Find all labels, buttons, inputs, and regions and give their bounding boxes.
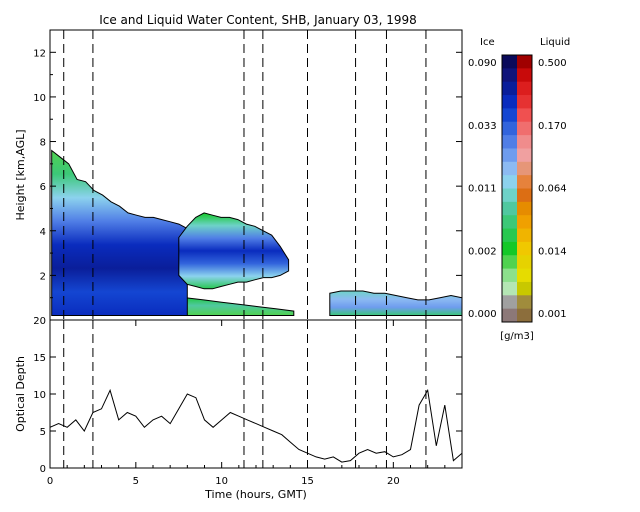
cloud-regions	[51, 149, 462, 316]
colorbar-liquid-swatch	[517, 281, 532, 296]
bottom-x-axis-label: Time (hours, GMT)	[204, 488, 307, 501]
colorbar-liquid-tick: 0.064	[538, 184, 567, 195]
colorbar-liquid-label: Liquid	[540, 37, 570, 48]
bottom-y-tick-label: 20	[33, 316, 46, 327]
bottom-y-tick-label: 5	[40, 427, 46, 438]
colorbar-ice-swatch	[502, 188, 517, 203]
colorbar-liquid-swatch	[517, 121, 532, 136]
colorbar-ice-swatch	[502, 201, 517, 216]
colorbar-ice-swatch	[502, 108, 517, 123]
colorbar-ice-ticks: 0.090 0.033 0.011 0.002 0.000	[468, 58, 497, 320]
colorbar-ice-swatch	[502, 295, 517, 310]
top-y-tick-label: 8	[40, 138, 46, 149]
colorbar-liquid-swatch	[517, 161, 532, 176]
cloud-region-main-cloud	[51, 149, 188, 316]
colorbar-ice-swatch	[502, 55, 517, 69]
bottom-y-tick-label: 10	[33, 390, 46, 401]
colorbar: Ice Liquid 0.090 0.033 0.011 0.002 0.000 0.5…	[468, 37, 570, 342]
colorbar-liquid-swatches	[501, 54, 533, 323]
top-y-tick-label: 10	[33, 93, 46, 104]
x-tick-label: 10	[215, 476, 228, 487]
colorbar-liquid-swatch	[517, 175, 532, 189]
colorbar-frame	[501, 54, 533, 323]
colorbar-liquid-tick: 0.014	[538, 246, 567, 257]
colorbar-liquid-swatch	[517, 95, 532, 109]
dashed-time-markers	[63, 30, 427, 320]
top-y-axis-label: Height [km,AGL]	[14, 129, 27, 220]
top-y-tick-label: 2	[40, 271, 46, 282]
colorbar-liquid-tick: 0.001	[538, 309, 567, 320]
colorbar-ice-tick: 0.002	[468, 246, 497, 257]
colorbar-liquid-swatch	[517, 188, 532, 203]
x-tick-label: 20	[387, 476, 400, 487]
colorbar-liquid-swatch	[517, 241, 532, 256]
bottom-x-ticks: 0 5 10 15 20	[47, 320, 446, 487]
colorbar-liquid-swatch	[517, 201, 532, 216]
colorbar-ice-tick: 0.090	[468, 58, 497, 69]
bottom-panel: 0 5 10 15 20 0 5 10 15 20 Optical Depth Time (ho…	[14, 316, 463, 501]
top-y-tick-label: 4	[40, 227, 46, 238]
bottom-y-tick-label: 0	[40, 464, 46, 475]
colorbar-liquid-tick: 0.500	[538, 58, 567, 69]
colorbar-liquid-swatch	[517, 308, 532, 323]
colorbar-liquid-swatch	[517, 215, 532, 230]
bottom-dashed-time-markers	[63, 320, 427, 468]
colorbar-ice-swatch	[502, 281, 517, 296]
colorbar-ice-swatch	[502, 161, 517, 176]
top-y-tick-label: 6	[40, 182, 46, 193]
x-tick-label: 5	[133, 476, 139, 487]
colorbar-liquid-swatch	[517, 81, 532, 96]
colorbar-ice-label: Ice	[480, 37, 495, 48]
colorbar-ice-swatch	[502, 81, 517, 96]
colorbar-liquid-swatch	[517, 295, 532, 310]
colorbar-liquid-swatch	[517, 148, 532, 163]
colorbar-liquid-swatch	[517, 135, 532, 149]
cloud-region-mid-cloud	[178, 212, 290, 290]
colorbar-ice-swatch	[502, 228, 517, 243]
colorbar-liquid-ticks: 0.500 0.170 0.064 0.014 0.001	[538, 58, 567, 320]
colorbar-ice-swatches	[502, 55, 517, 323]
colorbar-ice-swatch	[502, 95, 517, 109]
colorbar-ice-swatch	[502, 121, 517, 136]
colorbar-ice-swatch	[502, 175, 517, 189]
x-tick-label: 0	[47, 476, 53, 487]
colorbar-ice-tick: 0.011	[468, 184, 497, 195]
bottom-y-axis-label: Optical Depth	[14, 356, 27, 432]
colorbar-units: [g/m3]	[500, 331, 534, 342]
colorbar-ice-swatch	[502, 308, 517, 323]
colorbar-ice-swatch	[502, 215, 517, 230]
colorbar-ice-tick: 0.033	[468, 121, 497, 132]
colorbar-ice-swatch	[502, 68, 517, 83]
colorbar-liquid-tick: 0.170	[538, 121, 567, 132]
colorbar-ice-swatch	[502, 135, 517, 149]
colorbar-liquid-swatch	[517, 228, 532, 243]
colorbar-liquid-swatch	[517, 68, 532, 83]
top-y-ticks: 2 4 6 8 10 12	[33, 48, 462, 299]
colorbar-ice-swatch	[502, 148, 517, 163]
colorbar-liquid-swatch	[517, 55, 532, 69]
cloud-region-late-low-cloud	[329, 290, 462, 316]
top-panel: 2 4 6 8 10 12 Height [km,AGL]	[14, 29, 463, 321]
colorbar-ice-swatch	[502, 268, 517, 283]
colorbar-ice-tick: 0.000	[468, 309, 497, 320]
top-y-tick-label: 12	[33, 48, 46, 59]
colorbar-ice-swatch	[502, 241, 517, 256]
bottom-y-tick-label: 15	[33, 353, 46, 364]
colorbar-liquid-swatch	[517, 255, 532, 270]
bottom-y-ticks: 0 5 10 15 20	[33, 316, 462, 475]
colorbar-ice-swatch	[502, 255, 517, 270]
x-tick-label: 15	[301, 476, 314, 487]
chart-title: Ice and Liquid Water Content, SHB, Janua…	[99, 13, 417, 27]
bottom-plot-frame	[49, 319, 463, 469]
optical-depth-line	[50, 388, 462, 463]
colorbar-liquid-swatch	[517, 268, 532, 283]
colorbar-liquid-swatch	[517, 108, 532, 123]
